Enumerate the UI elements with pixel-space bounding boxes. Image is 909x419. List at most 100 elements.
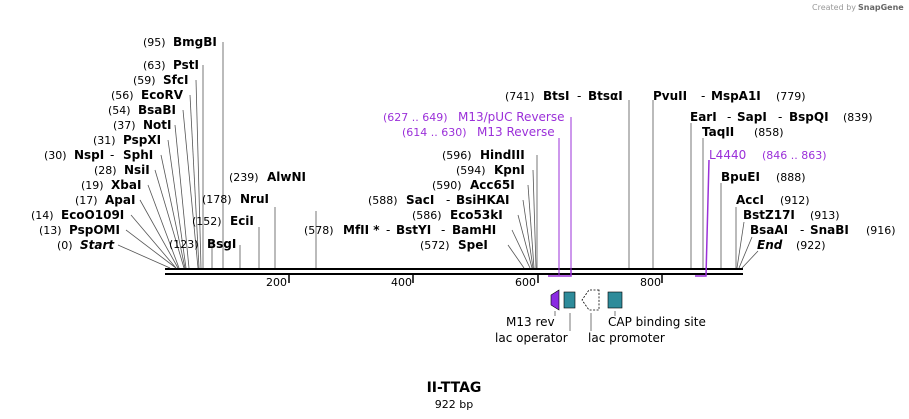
site-pos: (590) bbox=[432, 179, 462, 192]
site-mspa1i[interactable]: MspA1I bbox=[711, 89, 761, 103]
connector-noti bbox=[174, 124, 190, 269]
site-pos: (858) bbox=[754, 126, 784, 139]
connector-eco53ki bbox=[517, 214, 533, 269]
site-pspomi[interactable]: PspOMI bbox=[69, 223, 120, 237]
label-lac-promoter: lac promoter bbox=[588, 331, 665, 345]
site-kpni[interactable]: KpnI bbox=[494, 163, 525, 177]
feature-cap-binding-site[interactable] bbox=[607, 291, 623, 309]
site-bpuei[interactable]: BpuEI bbox=[721, 170, 760, 184]
site-ecoo109i[interactable]: EcoO109I bbox=[61, 208, 124, 222]
plasmid-length: 922 bp bbox=[435, 398, 473, 411]
primers: (627 .. 649) M13/pUC Reverse (614 .. 630… bbox=[383, 110, 827, 277]
connector-end bbox=[741, 250, 759, 269]
separator: - bbox=[778, 110, 782, 124]
feature-lac-promoter[interactable] bbox=[581, 289, 600, 311]
site-start[interactable]: Start bbox=[80, 238, 115, 252]
connector-kpni bbox=[532, 169, 537, 269]
site-pos: (586) bbox=[412, 209, 442, 222]
site-bsihkai[interactable]: BsiHKAI bbox=[456, 193, 510, 207]
site-pos: (59) bbox=[133, 74, 156, 87]
site-nrui[interactable]: NruI bbox=[240, 192, 269, 206]
site-bsaai[interactable]: BsaAI bbox=[750, 223, 788, 237]
site-pos: (888) bbox=[776, 171, 806, 184]
sites-left: (95) BmgBI (63) PstI (59) SfcI (56) EcoR… bbox=[31, 35, 217, 252]
connector-ecorv bbox=[189, 94, 200, 269]
connector-pspomi bbox=[125, 229, 177, 269]
separator: - bbox=[727, 110, 731, 124]
site-pos: (572) bbox=[420, 239, 450, 252]
site-mfii[interactable]: MfII * bbox=[343, 223, 380, 237]
connector-sfci bbox=[195, 79, 202, 269]
feature-m13-rev[interactable] bbox=[550, 289, 560, 311]
site-pos: (54) bbox=[108, 104, 131, 117]
primer-m13-puc-reverse[interactable]: M13/pUC Reverse bbox=[458, 110, 565, 124]
site-pos: (56) bbox=[111, 89, 134, 102]
site-end[interactable]: End bbox=[757, 238, 783, 252]
connector-bamhi bbox=[511, 229, 531, 269]
site-pos: (922) bbox=[796, 239, 826, 252]
site-hindiii[interactable]: HindIII bbox=[480, 148, 525, 162]
site-pos: (13) bbox=[39, 224, 62, 237]
site-bamhi[interactable]: BamHI bbox=[452, 223, 496, 237]
site-nspi[interactable]: NspI bbox=[74, 148, 104, 162]
sites-center: (596) HindIII (594) KpnI (590) Acc65I (5… bbox=[304, 148, 525, 252]
separator: - bbox=[441, 223, 445, 237]
site-pspxi[interactable]: PspXI bbox=[123, 133, 161, 147]
site-sfci[interactable]: SfcI bbox=[163, 73, 188, 87]
primer-range: (614 .. 630) bbox=[402, 126, 467, 139]
site-sapi[interactable]: SapI bbox=[737, 110, 767, 124]
site-bsgi[interactable]: BsgI bbox=[207, 237, 236, 251]
site-pos: (913) bbox=[810, 209, 840, 222]
site-pos: (594) bbox=[456, 164, 486, 177]
site-noti[interactable]: NotI bbox=[143, 118, 172, 132]
separator: - bbox=[701, 89, 705, 103]
site-eari[interactable]: EarI bbox=[690, 110, 717, 124]
connector-start bbox=[117, 244, 171, 269]
site-pos: (63) bbox=[143, 59, 166, 72]
site-pos: (37) bbox=[113, 119, 136, 132]
site-bsabi[interactable]: BsaBI bbox=[138, 103, 176, 117]
site-ecorv[interactable]: EcoRV bbox=[141, 88, 184, 102]
connector-nsii bbox=[154, 169, 185, 269]
site-btsi[interactable]: BtsI bbox=[543, 89, 570, 103]
connector-ecoo109i bbox=[130, 214, 177, 269]
site-bstyi[interactable]: BstYI bbox=[396, 223, 431, 237]
tick-label-400: 400 bbox=[391, 276, 412, 289]
connector-pspxi bbox=[167, 139, 187, 269]
plasmid-name: II-TTAG bbox=[427, 380, 482, 396]
site-sphi[interactable]: SphI bbox=[123, 148, 153, 162]
site-psti[interactable]: PstI bbox=[173, 58, 199, 72]
site-alwni[interactable]: AlwNI bbox=[267, 170, 306, 184]
site-pos: (0) bbox=[57, 239, 73, 252]
site-acci[interactable]: AccI bbox=[736, 193, 764, 207]
tick-label-600: 600 bbox=[515, 276, 536, 289]
separator: - bbox=[110, 148, 114, 162]
site-nsii[interactable]: NsiI bbox=[124, 163, 150, 177]
site-bmgbi[interactable]: BmgBI bbox=[173, 35, 217, 49]
site-taqii[interactable]: TaqII bbox=[702, 125, 734, 139]
sites-top: (741) BtsI - BtsαI PvuII - MspA1I (779) bbox=[505, 89, 806, 103]
site-eco53ki[interactable]: Eco53kI bbox=[450, 208, 503, 222]
site-pos: (839) bbox=[843, 111, 873, 124]
site-xbai[interactable]: XbaI bbox=[111, 178, 141, 192]
site-spei[interactable]: SpeI bbox=[458, 238, 488, 252]
site-bstz17i[interactable]: BstZ17I bbox=[743, 208, 795, 222]
feature-lac-operator[interactable] bbox=[563, 291, 576, 309]
site-ecii[interactable]: EciI bbox=[230, 214, 254, 228]
primer-range: (846 .. 863) bbox=[762, 149, 827, 162]
primer-l4440[interactable]: L4440 bbox=[709, 148, 746, 162]
site-pos: (239) bbox=[229, 171, 259, 184]
site-pos: (95) bbox=[143, 36, 166, 49]
site-snabi[interactable]: SnaBI bbox=[810, 223, 849, 237]
site-apai[interactable]: ApaI bbox=[105, 193, 135, 207]
site-pvuii[interactable]: PvuII bbox=[653, 89, 687, 103]
primer-m13-reverse[interactable]: M13 Reverse bbox=[477, 125, 555, 139]
site-bspqi[interactable]: BspQI bbox=[789, 110, 829, 124]
sites-right: EarI - SapI - BspQI (839) TaqII (858) Bp… bbox=[690, 110, 896, 252]
site-pos: (912) bbox=[780, 194, 810, 207]
site-btsai[interactable]: BtsαI bbox=[588, 89, 623, 103]
site-acc65i[interactable]: Acc65I bbox=[470, 178, 515, 192]
tick-label-200: 200 bbox=[266, 276, 287, 289]
site-saci[interactable]: SacI bbox=[406, 193, 434, 207]
site-pos: (578) bbox=[304, 224, 334, 237]
